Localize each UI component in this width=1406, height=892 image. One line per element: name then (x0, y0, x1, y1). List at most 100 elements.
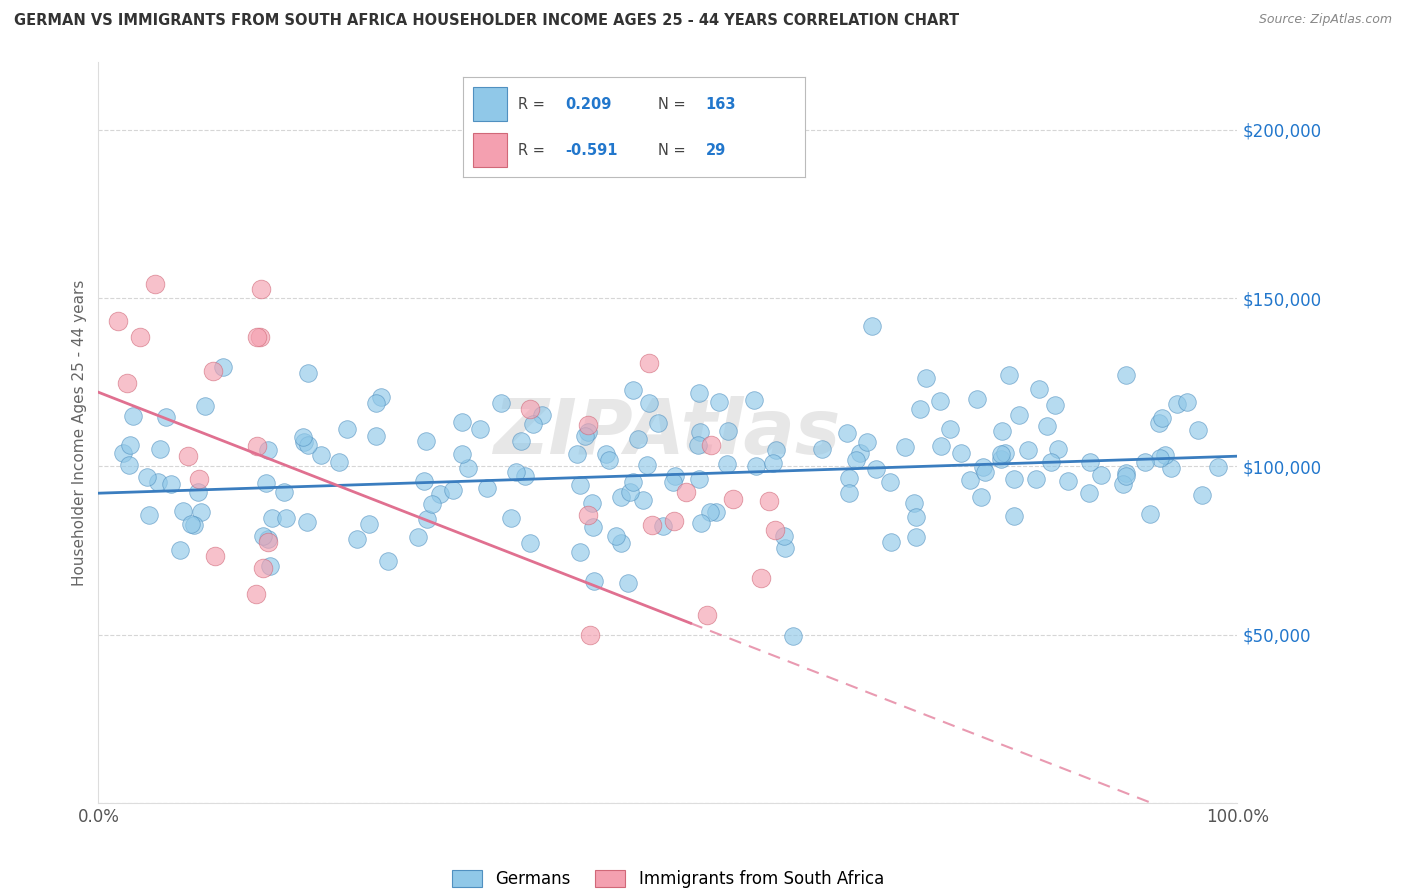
Point (187, 484, 209, 499)
Point (928, 394, 950, 409)
Point (617, 576, 640, 591)
Point (149, 442, 172, 456)
Point (489, 396, 512, 410)
Point (621, 383, 644, 397)
Point (904, 530, 927, 544)
Point (914, 371, 936, 385)
Point (515, 468, 537, 483)
Point (519, 401, 541, 416)
Point (773, 541, 796, 555)
Point (582, 520, 605, 534)
Point (501, 511, 523, 525)
Legend: Germans, Immigrants from South Africa: Germans, Immigrants from South Africa (446, 863, 890, 892)
Point (972, 460, 994, 475)
Point (910, 402, 932, 417)
Point (169, 542, 191, 557)
Point (522, 417, 544, 431)
Point (276, 510, 298, 524)
Point (696, 608, 718, 623)
Point (1187, 423, 1209, 437)
Point (1175, 395, 1198, 409)
Point (637, 396, 659, 410)
Text: ZIPAtlas: ZIPAtlas (494, 396, 842, 469)
Point (1025, 472, 1047, 486)
Point (627, 432, 650, 446)
Point (966, 392, 988, 406)
Point (700, 437, 723, 451)
Point (721, 492, 744, 507)
Point (838, 486, 860, 500)
Point (970, 490, 993, 504)
Point (950, 445, 973, 459)
Point (357, 516, 380, 531)
Point (578, 418, 600, 433)
Point (201, 364, 224, 378)
Point (675, 484, 697, 499)
Point (1043, 398, 1066, 412)
Point (111, 446, 134, 460)
Point (183, 518, 205, 533)
Point (115, 376, 138, 390)
Point (647, 416, 669, 430)
Point (574, 429, 596, 443)
Point (441, 483, 464, 497)
Point (1206, 460, 1229, 475)
Point (773, 529, 796, 543)
Point (855, 435, 877, 450)
Point (254, 476, 277, 491)
Point (762, 456, 785, 470)
Point (994, 446, 1017, 460)
Point (689, 516, 711, 530)
Point (1078, 454, 1101, 468)
Point (1111, 477, 1133, 491)
Point (1090, 468, 1112, 483)
Point (1147, 416, 1170, 430)
Point (664, 514, 686, 528)
Point (1057, 474, 1080, 488)
Point (1077, 485, 1099, 500)
Point (138, 508, 160, 522)
Point (1133, 455, 1156, 469)
Point (1039, 455, 1062, 469)
Point (568, 544, 591, 558)
Point (689, 425, 711, 439)
Point (413, 474, 436, 488)
Point (531, 408, 554, 422)
Point (129, 330, 152, 344)
Point (621, 475, 644, 489)
Point (619, 485, 641, 500)
Point (1150, 411, 1173, 425)
Point (256, 443, 278, 458)
Point (1139, 508, 1161, 522)
Point (143, 277, 166, 292)
Point (505, 465, 527, 479)
Point (336, 422, 359, 436)
Text: Source: ZipAtlas.com: Source: ZipAtlas.com (1258, 13, 1392, 27)
Point (364, 395, 387, 409)
Point (838, 471, 860, 485)
Point (716, 457, 738, 471)
Point (250, 282, 273, 296)
Point (576, 425, 599, 439)
Point (582, 574, 605, 588)
Point (782, 629, 804, 643)
Point (638, 356, 661, 370)
Point (415, 434, 437, 449)
Point (246, 439, 269, 453)
Point (903, 495, 925, 509)
Point (1115, 368, 1137, 382)
Point (811, 442, 834, 456)
Point (1002, 472, 1025, 486)
Point (120, 437, 142, 451)
Point (364, 428, 387, 442)
Point (749, 571, 772, 585)
Point (190, 505, 212, 519)
Point (879, 475, 901, 490)
Point (704, 505, 727, 519)
Point (641, 517, 664, 532)
Point (297, 438, 319, 452)
Point (742, 392, 765, 407)
Point (107, 313, 129, 327)
Point (1115, 469, 1137, 483)
Point (252, 561, 274, 575)
